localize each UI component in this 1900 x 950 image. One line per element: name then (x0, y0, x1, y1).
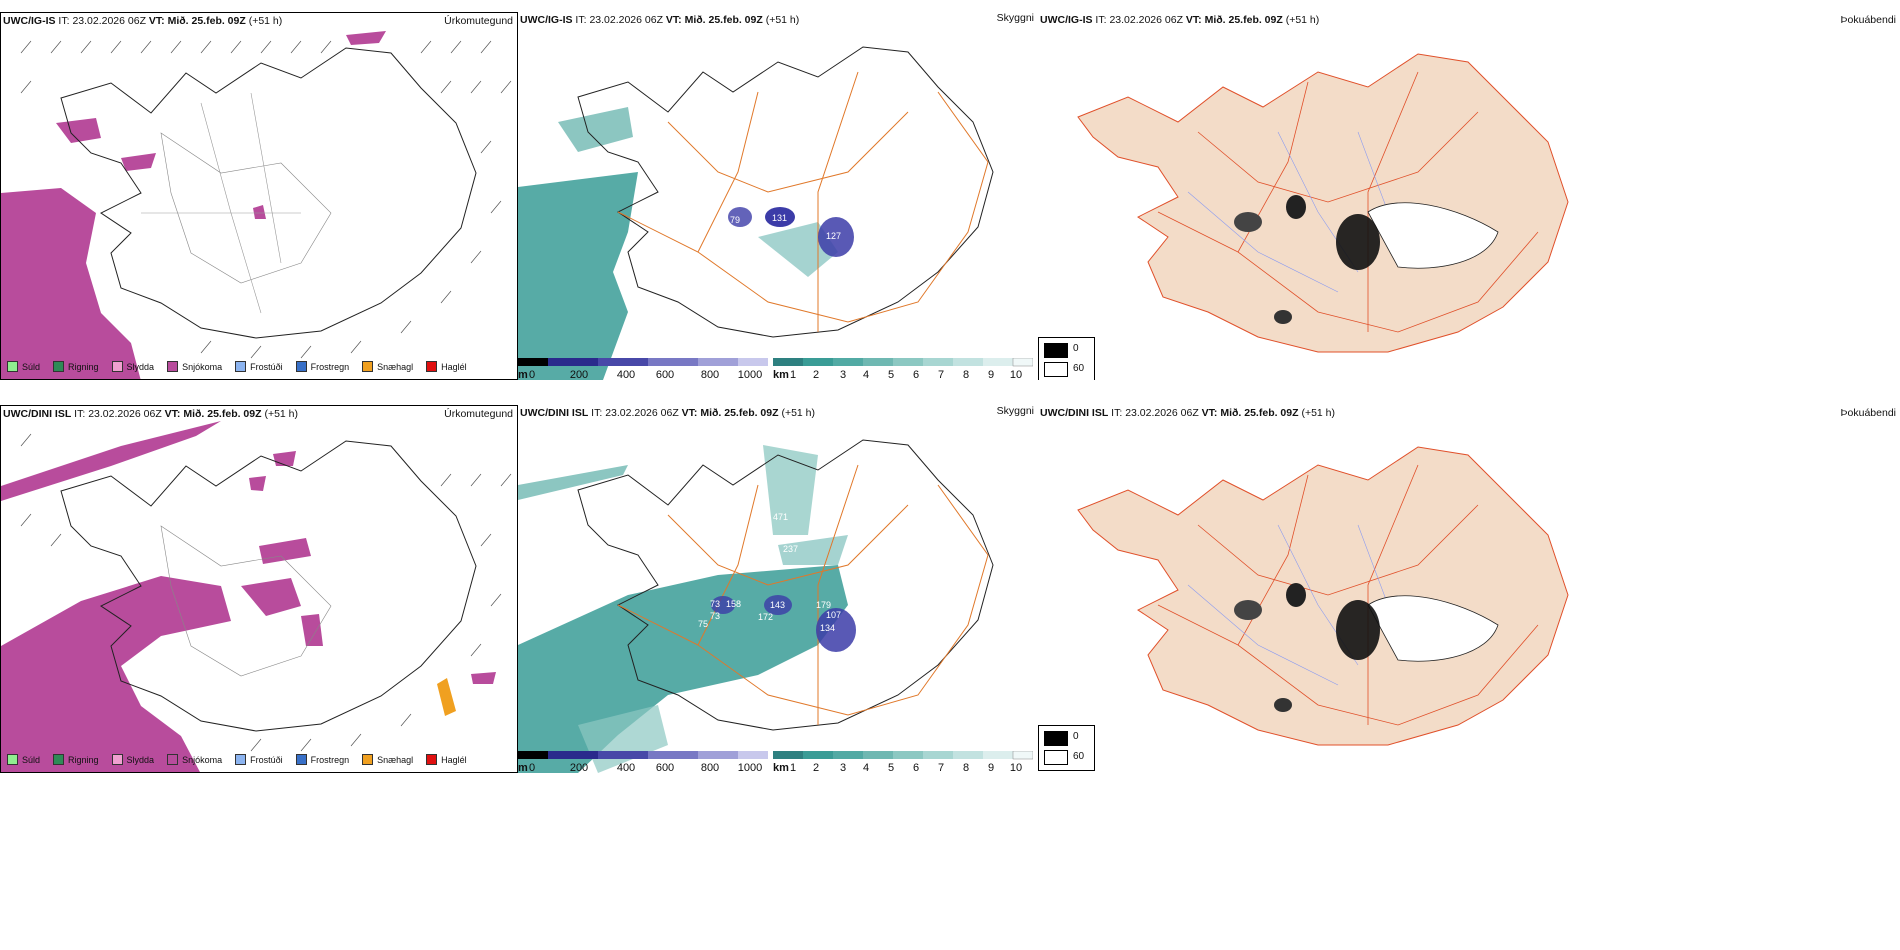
snow-area (437, 678, 456, 716)
low-vis-area (518, 565, 848, 773)
visibility-map: 131 127 79 57 (518, 46, 994, 380)
snow-area (346, 31, 386, 45)
iceland-land (1077, 53, 1569, 353)
ceiling-label: 237 (783, 544, 798, 554)
ceiling-label: 172 (758, 612, 773, 622)
snow-area (471, 672, 496, 684)
snow-area (1, 576, 231, 772)
panel-title: Skyggni (996, 12, 1034, 24)
precip-map (1, 31, 512, 379)
ceiling-label: 57 (714, 226, 724, 236)
snow-area (301, 614, 323, 646)
ceiling-label: 73 (710, 599, 720, 609)
visibility-unit: km (773, 762, 789, 773)
panel-title: Skyggni (996, 405, 1034, 417)
iceland-outline (577, 46, 994, 338)
cloud-map (1077, 446, 1569, 746)
low-vis-area (763, 445, 818, 535)
iceland-land (1077, 446, 1569, 746)
panel-header: UWC/IG-IS IT: 23.02.2026 06Z VT: Mið. 25… (3, 15, 283, 27)
visibility-panel-bottom: UWC/DINI ISL IT: 23.02.2026 06Z VT: Mið.… (518, 405, 1038, 773)
low-vis-area (558, 107, 633, 152)
ceiling-unit: m (518, 369, 528, 380)
visibility-unit: km (773, 369, 789, 380)
snow-area (56, 118, 101, 143)
low-vis-area (518, 172, 638, 380)
snow-area (253, 205, 266, 219)
precip-legend: Súld Rigning Slydda Snjókoma Frostúði Fr… (7, 361, 467, 372)
panel-header: UWC/IG-IS IT: 23.02.2026 06Z VT: Mið. 25… (520, 14, 800, 26)
ceiling-label: 75 (698, 619, 708, 629)
panel-title: Úrkomutegund (444, 15, 513, 27)
snow-area (1, 421, 221, 501)
cloud-panel-bottom: UWC/DINI ISL IT: 23.02.2026 06Z VT: Mið.… (1038, 405, 1900, 773)
ceiling-label: 158 (726, 599, 741, 609)
ceiling-label: 179 (816, 600, 831, 610)
visibility-colorbar: km 1 2 3 4 5 6 7 8 9 10 (773, 358, 1033, 380)
panel-title: Þokuábendi (1840, 407, 1896, 419)
panel-header: UWC/DINI ISL IT: 23.02.2026 06Z VT: Mið.… (3, 408, 299, 420)
snow-area (121, 153, 156, 171)
visibility-colorbar: km 1 2 3 4 5 6 7 8 9 10 (773, 751, 1033, 773)
precip-type-panel-bottom: UWC/DINI ISL IT: 23.02.2026 06Z VT: Mið.… (0, 405, 518, 773)
ceiling-label: 107 (826, 610, 841, 620)
snow-area (241, 578, 301, 616)
ceiling-label: 127 (826, 231, 841, 241)
cloud-key: 0 60 (1038, 337, 1095, 380)
precip-legend: Súld Rigning Slydda Snjókoma Frostúði Fr… (7, 754, 467, 765)
visibility-panel-top: UWC/IG-IS IT: 23.02.2026 06Z VT: Mið. 25… (518, 12, 1038, 380)
ceiling-label: 131 (772, 213, 787, 223)
cloud-key: 0 60 (1038, 725, 1095, 771)
visibility-map: 471 237 179 107 143 134 73 158 73 75 172 (518, 439, 994, 773)
cloud-map (1077, 53, 1569, 353)
ceiling-label: 143 (770, 600, 785, 610)
ceiling-label: 73 (710, 611, 720, 621)
low-vis-area (518, 465, 628, 500)
ceiling-label: 79 (730, 215, 740, 225)
ceiling-label: 471 (773, 512, 788, 522)
precip-type-panel-top: UWC/IG-IS IT: 23.02.2026 06Z VT: Mið. 25… (0, 12, 518, 380)
panel-header: UWC/DINI ISL IT: 23.02.2026 06Z VT: Mið.… (1040, 407, 1336, 419)
ceiling-unit: m (518, 762, 528, 773)
snow-area (249, 476, 266, 491)
low-vis-area (778, 535, 848, 565)
panel-header: UWC/DINI ISL IT: 23.02.2026 06Z VT: Mið.… (520, 407, 816, 419)
panel-header: UWC/IG-IS IT: 23.02.2026 06Z VT: Mið. 25… (1040, 14, 1320, 26)
ceiling-colorbar: m 0 200 400 600 800 1000 (518, 358, 768, 380)
iceland-outline (577, 439, 994, 731)
panel-title: Úrkomutegund (444, 408, 513, 420)
ceiling-label: 134 (820, 623, 835, 633)
iceland-outline (60, 440, 477, 732)
panel-title: Þokuábendi (1840, 14, 1896, 26)
ceiling-colorbar: m 0 200 400 600 800 1000 (518, 751, 768, 773)
snow-area (273, 451, 296, 466)
iceland-outline (60, 47, 477, 339)
cloud-panel-top: UWC/IG-IS IT: 23.02.2026 06Z VT: Mið. 25… (1038, 12, 1900, 380)
precip-map (1, 421, 512, 772)
snow-area (1, 188, 141, 379)
